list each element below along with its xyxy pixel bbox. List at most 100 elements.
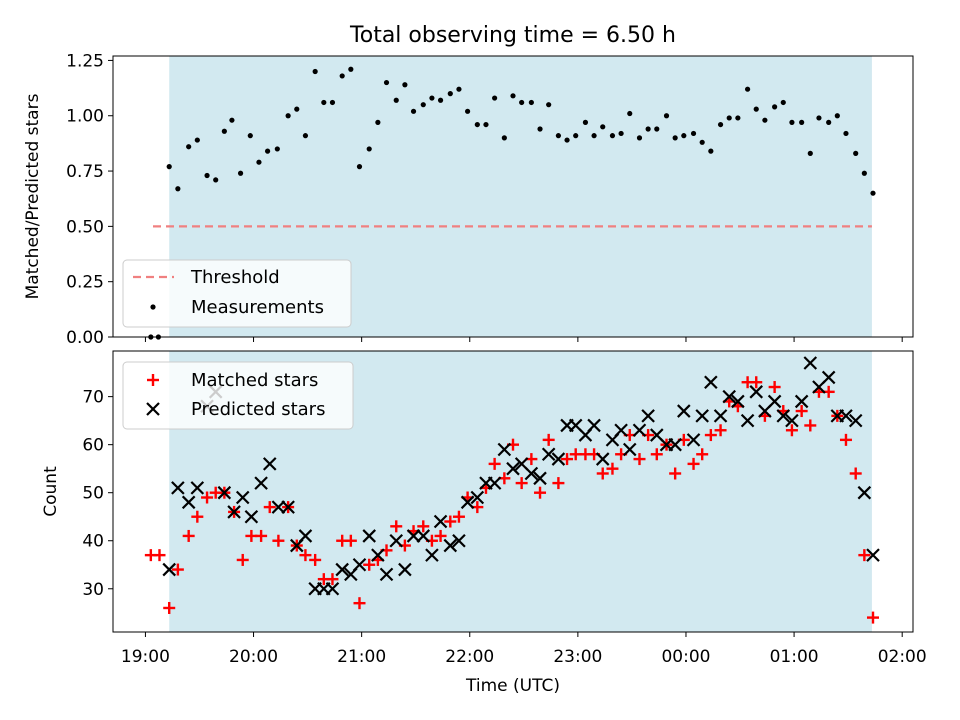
x-tick-label: 20:00 <box>229 647 278 667</box>
matched-star-point <box>534 486 547 499</box>
matched-star-point <box>344 534 357 547</box>
predicted-star-point <box>839 409 853 423</box>
predicted-star-point <box>497 442 512 457</box>
matched-star-point <box>353 597 366 610</box>
predicted-star-point <box>162 562 176 577</box>
predicted-star-point <box>281 500 295 514</box>
measurement-point <box>853 150 859 156</box>
predicted-star-point <box>460 495 475 510</box>
matched-star-point <box>633 453 646 466</box>
count-panel: 30 40 50 60 70 19:00 20:00 21:00 22:00 23:00 00:0… <box>41 350 927 667</box>
measurements-legend-swatch <box>150 304 156 310</box>
predicted-star-point <box>254 476 268 490</box>
predicted-star-point <box>731 394 745 409</box>
predicted-star-point <box>776 409 791 423</box>
matched-star-point <box>201 491 214 504</box>
matched-star-point <box>561 453 574 466</box>
measurement-point <box>247 133 253 139</box>
matched-star-point <box>669 467 682 480</box>
predicted-star-point <box>740 413 755 428</box>
measurement-point <box>221 128 227 134</box>
measurement-point <box>348 66 354 72</box>
predicted-star-point <box>713 409 728 423</box>
predicted-star-point <box>452 533 466 548</box>
measurement-point <box>410 108 417 114</box>
matched-stars-points <box>144 376 879 624</box>
matched-star-point <box>596 467 609 480</box>
measurement-point <box>383 79 390 86</box>
measurement-point <box>789 119 795 125</box>
y-tick-label: 30 <box>82 580 104 600</box>
measurement-point <box>237 170 244 176</box>
measurement-point <box>437 97 444 103</box>
predicted-star-point <box>704 375 718 390</box>
predicted-star-point <box>487 476 502 490</box>
measurement-point <box>456 86 462 92</box>
measurement-point <box>591 133 597 139</box>
measurement-point <box>816 115 822 121</box>
measurements-legend-label: Measurements <box>191 297 324 318</box>
measurement-point <box>799 119 805 125</box>
measurement-point <box>204 172 210 179</box>
measurement-point <box>672 135 678 141</box>
measurement-point <box>510 93 516 99</box>
matched-star-point <box>182 529 195 542</box>
measurement-point <box>735 115 741 121</box>
ratio-y-axis-label: Matched/Predicted stars <box>23 93 43 299</box>
x-tick-label: 23:00 <box>553 647 602 667</box>
y-tick-label: 0.00 <box>66 328 104 348</box>
measurement-point <box>627 110 633 117</box>
predicted-star-point <box>587 418 601 433</box>
matched-star-point <box>714 424 727 437</box>
predicted-star-point <box>362 529 376 543</box>
matched-star-point <box>363 558 376 571</box>
measurement-point <box>537 126 543 132</box>
measurement-point <box>826 119 832 125</box>
y-tick-label: 70 <box>82 388 104 408</box>
measurement-point <box>366 146 372 152</box>
x-tick-label: 22:00 <box>445 647 494 667</box>
measurement-point <box>717 121 724 128</box>
count-y-axis-label: Count <box>41 466 61 517</box>
measurement-point <box>519 99 525 106</box>
measurement-point <box>582 119 589 125</box>
x-tick-label: 01:00 <box>770 647 819 667</box>
measurement-point <box>420 102 426 108</box>
measurement-point <box>229 117 235 123</box>
predicted-star-point <box>171 481 185 495</box>
y-tick-label: 50 <box>82 484 104 504</box>
predicted-star-point <box>551 452 566 466</box>
measurement-point <box>609 133 616 139</box>
predicted-star-point <box>389 533 404 548</box>
matched-star-point <box>849 467 862 480</box>
predicted-star-point <box>190 481 205 495</box>
measurement-point <box>780 99 786 106</box>
matched-star-point <box>434 529 447 542</box>
ratio-axes-frame <box>112 55 914 338</box>
predicted-star-point <box>335 562 349 577</box>
predicted-star-point <box>686 433 701 447</box>
matched-star-point <box>858 549 871 562</box>
predicted-star-point <box>794 394 809 409</box>
matched-star-point <box>390 520 403 533</box>
predicted-star-point <box>181 495 196 510</box>
predicted-star-point <box>668 437 682 452</box>
measurement-point <box>555 133 562 139</box>
measurement-point <box>861 170 867 176</box>
predicted-star-point <box>262 457 277 471</box>
predicted-star-point <box>622 442 637 457</box>
predicted-star-point <box>217 485 232 500</box>
predicted-star-point <box>325 581 340 596</box>
measurement-point <box>762 117 768 123</box>
predicted-star-point <box>433 514 448 529</box>
measurement-point <box>744 86 751 92</box>
measurement-point <box>807 150 813 156</box>
matched-star-point <box>272 534 285 547</box>
predicted-star-point <box>271 500 286 514</box>
predicted-star-point <box>379 567 394 582</box>
matched-star-point <box>795 405 808 418</box>
predicted-star-point <box>857 485 872 500</box>
measurement-point <box>256 159 262 165</box>
predicted-star-point <box>416 529 431 543</box>
predicted-star-point <box>821 370 836 385</box>
